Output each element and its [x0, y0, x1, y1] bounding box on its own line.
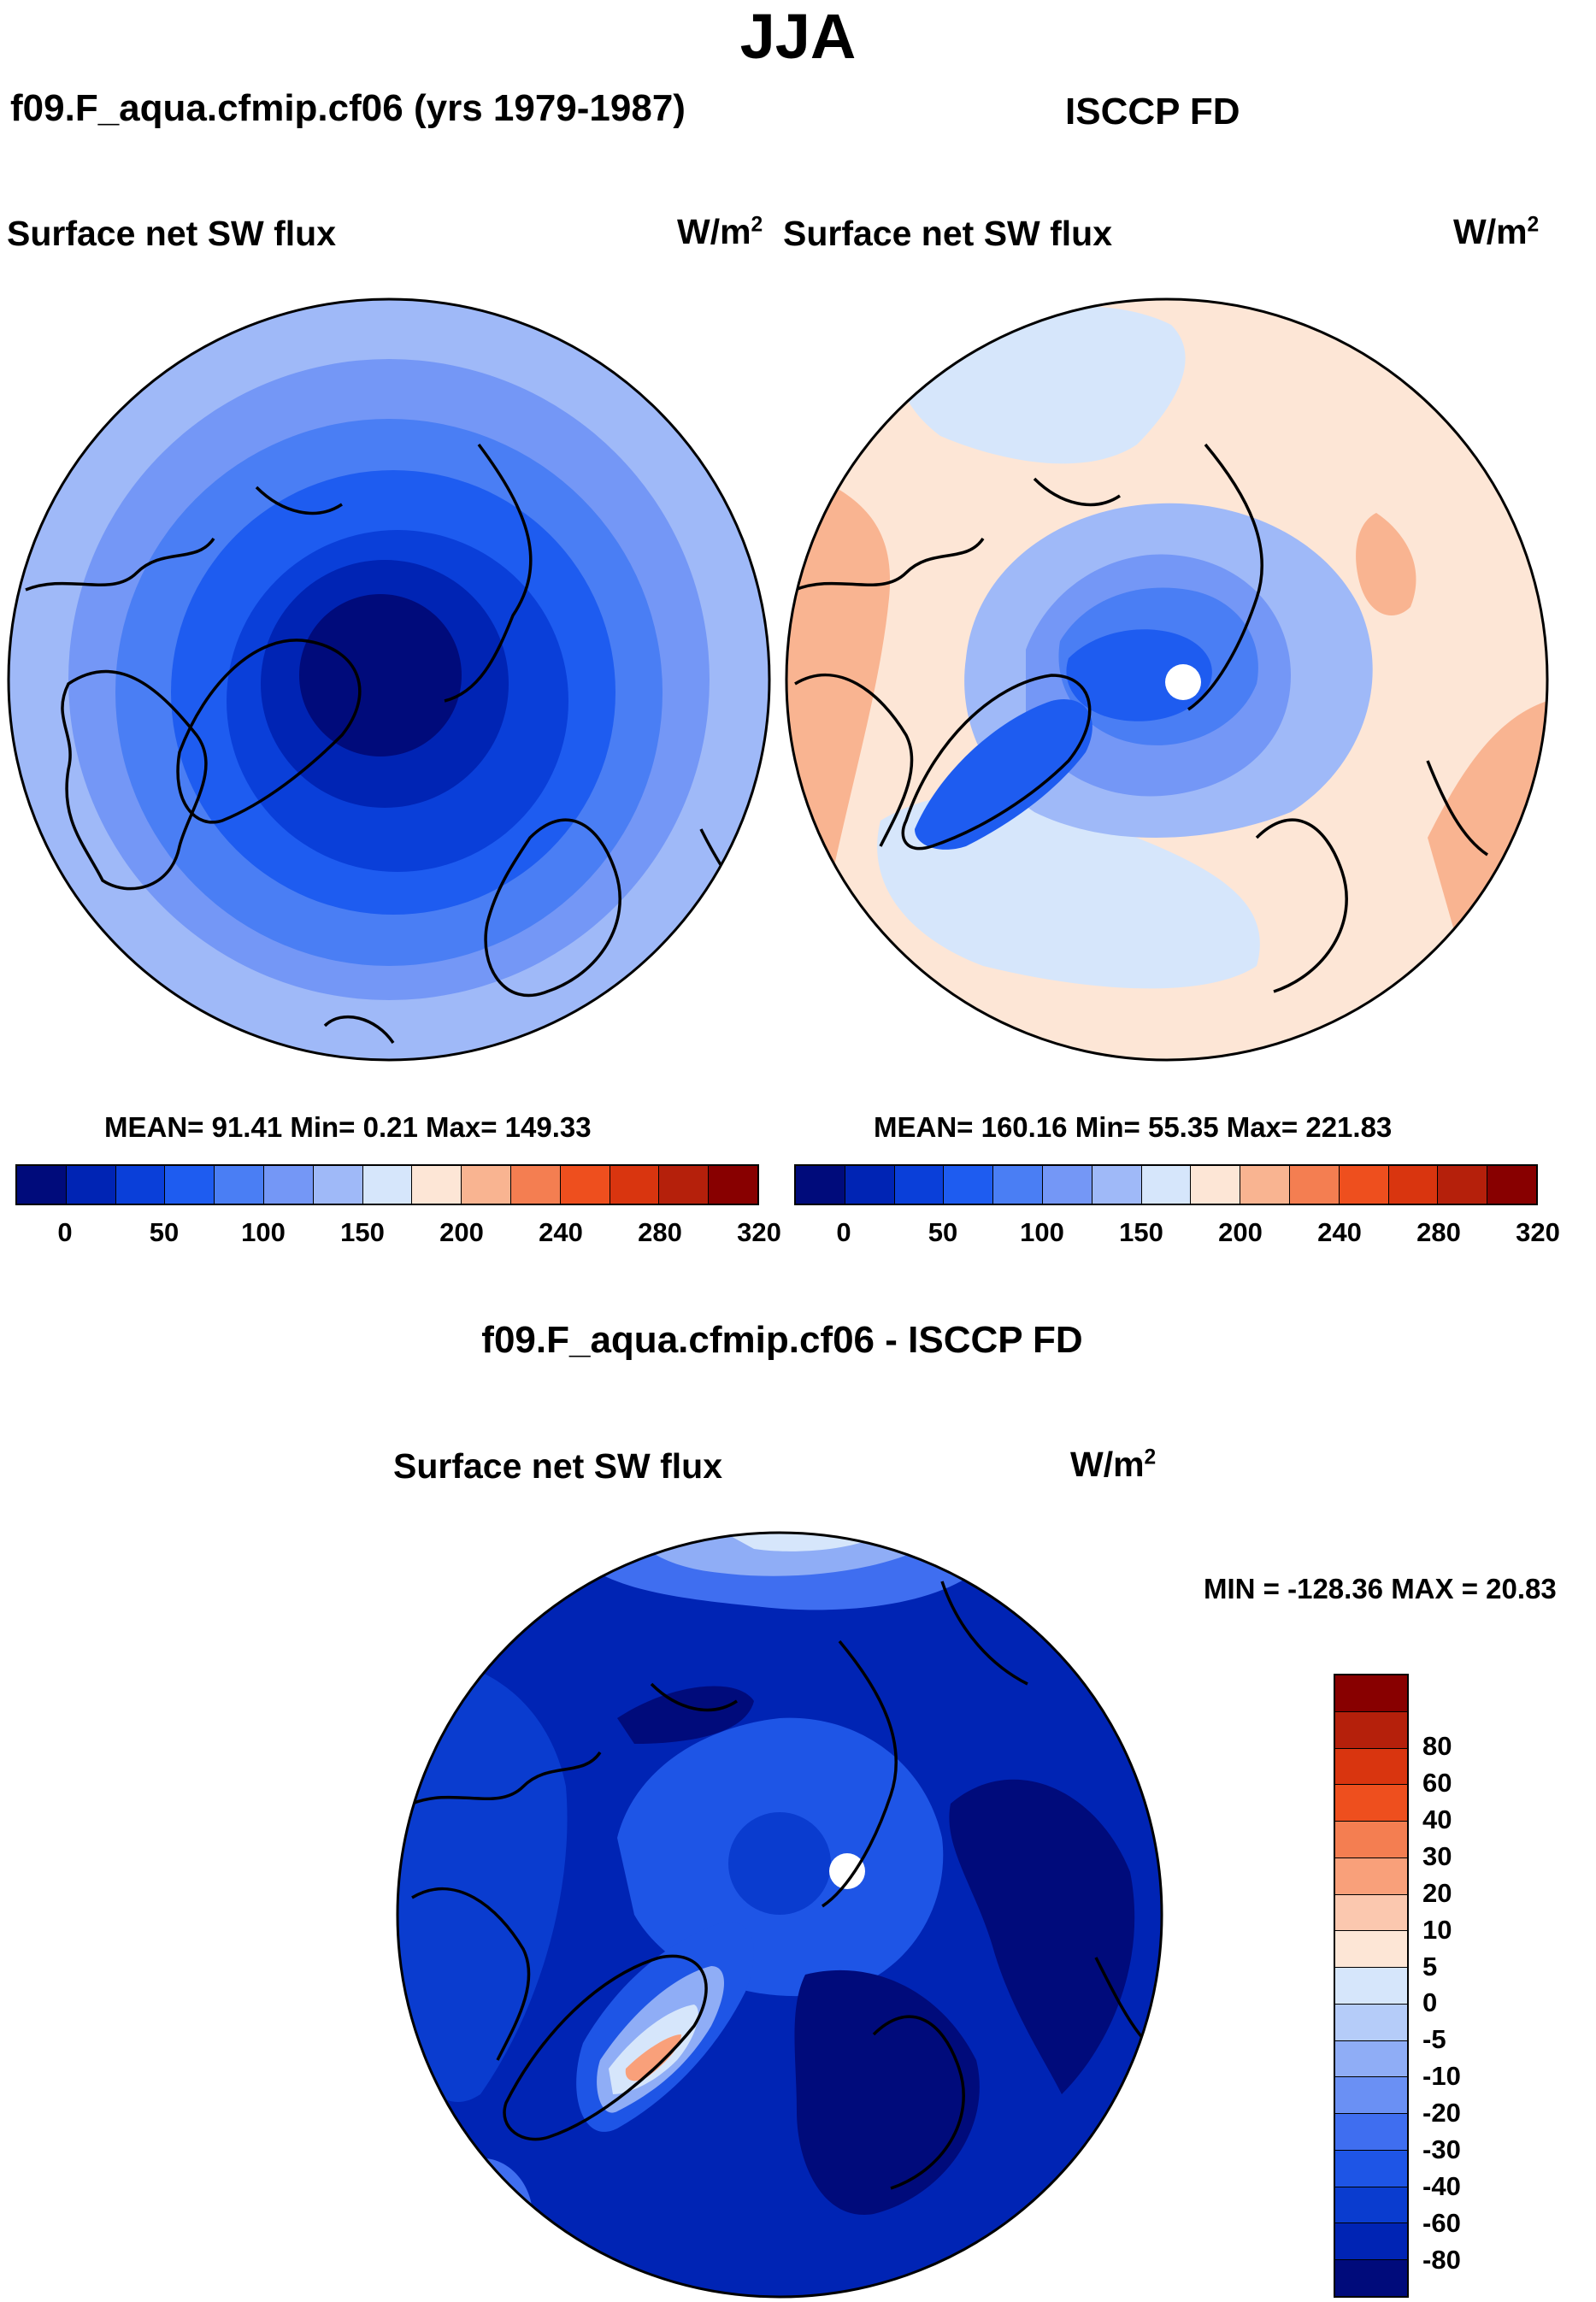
colorbar-swatch — [1335, 1785, 1407, 1822]
diff-polar-map — [396, 1531, 1163, 2299]
model-panel-header: f09.F_aqua.cfmip.cf06 (yrs 1979-1987) — [10, 87, 686, 129]
colorbar-swatch — [1335, 1711, 1407, 1749]
colorbar-tick-label: 280 — [638, 1217, 682, 1247]
colorbar-swatch — [1191, 1166, 1241, 1204]
colorbar-swatch — [1487, 1166, 1536, 1204]
colorbar-tick-label: 100 — [1020, 1217, 1064, 1247]
colorbar-tick-label: 50 — [149, 1217, 180, 1247]
colorbar-swatch — [894, 1166, 945, 1204]
colorbar-tick-label: 320 — [1516, 1217, 1560, 1247]
colorbar-tick-label: -80 — [1422, 2245, 1461, 2276]
colorbar-tick-label: 100 — [241, 1217, 286, 1247]
model-stats: MEAN= 91.41 Min= 0.21 Max= 149.33 — [104, 1111, 592, 1143]
colorbar-swatch — [1335, 2187, 1407, 2224]
colorbar-swatch — [659, 1166, 710, 1204]
colorbar-swatch — [1335, 2150, 1407, 2187]
colorbar-swatch — [845, 1166, 895, 1204]
model-units-label: W/m2 — [677, 212, 763, 251]
colorbar-swatch — [709, 1166, 757, 1204]
colorbar-tick-label: 150 — [340, 1217, 385, 1247]
colorbar-swatch — [1335, 1894, 1407, 1932]
colorbar-tick-label: 200 — [439, 1217, 484, 1247]
colorbar-swatch — [1335, 1822, 1407, 1858]
model-colorbar — [15, 1164, 759, 1205]
colorbar-tick-label: -40 — [1422, 2171, 1461, 2202]
colorbar-tick-label: 0 — [57, 1217, 73, 1247]
diff-title: f09.F_aqua.cfmip.cf06 - ISCCP FD — [481, 1319, 1083, 1361]
colorbar-swatch — [1335, 2004, 1407, 2041]
diff-colorbar — [1334, 1674, 1409, 2298]
colorbar-swatch — [1335, 1968, 1407, 2005]
colorbar-swatch — [313, 1166, 363, 1204]
colorbar-tick-label: -60 — [1422, 2208, 1461, 2239]
diff-stats: MIN = -128.36 MAX = 20.83 — [1204, 1573, 1557, 1604]
colorbar-swatch — [796, 1166, 845, 1204]
colorbar-swatch — [1335, 2077, 1407, 2115]
colorbar-tick-label: -30 — [1422, 2134, 1461, 2165]
colorbar-tick-label: 20 — [1422, 1877, 1452, 1908]
colorbar-tick-label: 5 — [1422, 1951, 1438, 1981]
model-polar-map — [7, 297, 771, 1062]
colorbar-swatch — [165, 1166, 215, 1204]
colorbar-swatch — [560, 1166, 610, 1204]
obs-stats: MEAN= 160.16 Min= 55.35 Max= 221.83 — [874, 1111, 1393, 1143]
colorbar-tick-label: -5 — [1422, 2024, 1446, 2055]
diff-units-label: W/m2 — [1070, 1445, 1157, 1484]
colorbar-tick-label: 0 — [836, 1217, 851, 1247]
colorbar-swatch — [1335, 1675, 1407, 1712]
obs-polar-map — [785, 297, 1549, 1062]
colorbar-swatch — [263, 1166, 314, 1204]
colorbar-swatch — [17, 1166, 67, 1204]
colorbar-swatch — [1438, 1166, 1488, 1204]
colorbar-tick-label: 240 — [1317, 1217, 1362, 1247]
colorbar-swatch — [1141, 1166, 1192, 1204]
colorbar-tick-label: 10 — [1422, 1914, 1452, 1945]
colorbar-swatch — [1335, 2260, 1407, 2297]
diff-variable-label: Surface net SW flux — [393, 1446, 723, 1486]
colorbar-swatch — [1335, 1857, 1407, 1895]
model-variable-label: Surface net SW flux — [7, 214, 337, 253]
colorbar-swatch — [1335, 1931, 1407, 1969]
colorbar-swatch — [1289, 1166, 1340, 1204]
colorbar-tick-label: 200 — [1218, 1217, 1263, 1247]
colorbar-swatch — [1092, 1166, 1142, 1204]
colorbar-tick-label: 60 — [1422, 1767, 1452, 1798]
colorbar-swatch — [1388, 1166, 1439, 1204]
colorbar-swatch — [115, 1166, 166, 1204]
obs-variable-label: Surface net SW flux — [783, 214, 1113, 253]
colorbar-swatch — [993, 1166, 1043, 1204]
colorbar-tick-label: 0 — [1422, 1987, 1438, 2018]
colorbar-tick-label: 240 — [539, 1217, 583, 1247]
colorbar-tick-label: 280 — [1416, 1217, 1461, 1247]
colorbar-swatch — [66, 1166, 116, 1204]
colorbar-tick-label: -20 — [1422, 2098, 1461, 2128]
colorbar-swatch — [1042, 1166, 1092, 1204]
colorbar-tick-label: -10 — [1422, 2061, 1461, 2092]
colorbar-tick-label: 80 — [1422, 1730, 1452, 1761]
colorbar-swatch — [944, 1166, 994, 1204]
colorbar-tick-label: 30 — [1422, 1840, 1452, 1871]
colorbar-tick-label: 320 — [737, 1217, 781, 1247]
colorbar-swatch — [462, 1166, 511, 1204]
obs-units-label: W/m2 — [1453, 212, 1540, 251]
colorbar-tick-label: 150 — [1119, 1217, 1163, 1247]
colorbar-tick-label: 40 — [1422, 1804, 1452, 1834]
obs-panel-header: ISCCP FD — [1065, 91, 1240, 132]
obs-colorbar — [794, 1164, 1538, 1205]
colorbar-swatch — [1240, 1166, 1290, 1204]
colorbar-swatch — [1335, 2114, 1407, 2151]
colorbar-swatch — [215, 1166, 264, 1204]
colorbar-swatch — [412, 1166, 462, 1204]
colorbar-swatch — [1335, 1748, 1407, 1786]
colorbar-swatch — [510, 1166, 561, 1204]
colorbar-swatch — [1335, 2223, 1407, 2261]
figure-title: JJA — [739, 1, 857, 72]
colorbar-swatch — [610, 1166, 660, 1204]
colorbar-swatch — [362, 1166, 413, 1204]
colorbar-tick-label: 50 — [928, 1217, 958, 1247]
colorbar-swatch — [1339, 1166, 1389, 1204]
colorbar-swatch — [1335, 2040, 1407, 2078]
